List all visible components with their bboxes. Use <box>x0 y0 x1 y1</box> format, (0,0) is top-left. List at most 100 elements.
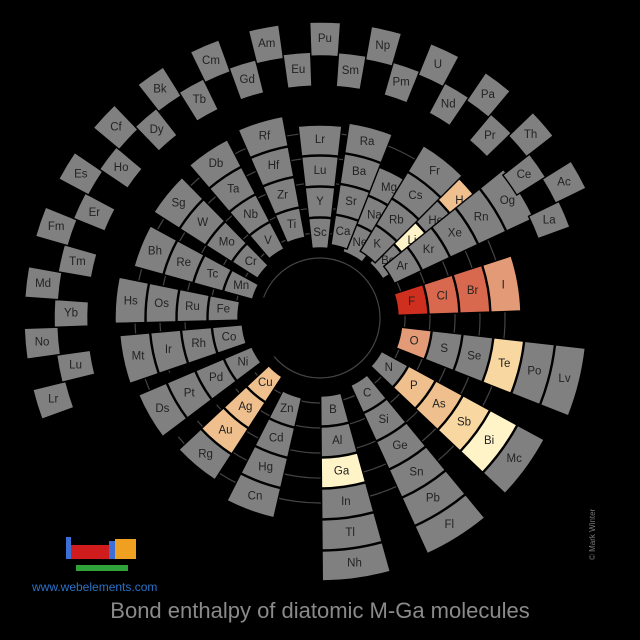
element-symbol: Kr <box>423 244 435 256</box>
element-symbol: Nb <box>243 209 258 221</box>
element-cell-bk: Bk <box>136 66 183 113</box>
element-symbol: Si <box>378 414 388 426</box>
element-cell-mn: Mn <box>222 269 260 301</box>
element-symbol: O <box>410 335 419 347</box>
element-symbol: Bh <box>148 245 162 257</box>
element-symbol: Hf <box>268 160 280 172</box>
element-symbol: Bi <box>484 435 494 447</box>
element-cell-shape <box>362 398 407 442</box>
element-symbol: Er <box>89 207 101 219</box>
element-cell-br: Br <box>452 264 491 314</box>
element-cell-shape <box>248 221 285 260</box>
element-cell-shape <box>149 329 189 375</box>
element-symbol: Tb <box>193 94 206 106</box>
element-cell-fm: Fm <box>34 206 78 247</box>
element-cell-shape <box>304 186 336 219</box>
credit-text: © Mark Winter <box>588 508 597 560</box>
element-cell-cl: Cl <box>422 274 460 315</box>
element-symbol: Ra <box>360 136 375 148</box>
element-cell-shape <box>459 409 518 474</box>
element-cell-shape <box>395 326 433 360</box>
element-symbol: Sc <box>313 227 327 239</box>
element-symbol: Mo <box>219 236 235 248</box>
element-cell-bi: Bi <box>459 409 518 474</box>
spiral-guide-line <box>263 257 381 379</box>
element-cell-shape <box>427 82 470 127</box>
element-cell-np: Np <box>364 25 403 68</box>
element-cell-cs: Cs <box>391 171 442 220</box>
element-symbol: Br <box>467 285 479 297</box>
element-cell-sg: Sg <box>152 176 204 230</box>
element-cell-cr: Cr <box>231 242 270 280</box>
element-cell-shape <box>240 445 289 489</box>
element-cell-ac: Ac <box>541 160 587 205</box>
element-cell-shape <box>205 220 248 263</box>
element-symbol: Pb <box>426 493 440 505</box>
element-symbol: Pt <box>184 388 196 400</box>
element-cell-shape <box>321 541 392 582</box>
element-cell-fl: Fl <box>414 493 486 555</box>
element-cell-md: Md <box>23 265 63 301</box>
element-cell-th: Th <box>507 111 555 158</box>
element-cell-rb: Rb <box>375 197 420 242</box>
element-cell-am: Am <box>247 24 285 65</box>
element-cell-p: P <box>392 365 437 410</box>
element-symbol: Pu <box>318 33 332 45</box>
element-symbol: Sg <box>172 197 186 209</box>
element-cell-kr: Kr <box>406 227 451 272</box>
element-cell-shape <box>300 155 340 188</box>
element-cell-ho: Ho <box>98 146 144 190</box>
element-cell-shape <box>406 227 451 272</box>
element-cell-shape <box>430 207 479 259</box>
element-symbol: H <box>455 195 463 207</box>
element-symbol: Lu <box>314 165 327 177</box>
element-cell-zn: Zn <box>268 390 303 428</box>
element-symbol: Rb <box>389 214 404 226</box>
element-symbol: Al <box>332 435 342 447</box>
element-cell-shape <box>437 394 491 452</box>
element-symbol: Rg <box>198 448 213 460</box>
element-symbol: P <box>410 380 418 392</box>
element-cell-ba: Ba <box>339 153 382 193</box>
element-symbol: I <box>502 280 505 292</box>
element-cell-shape <box>145 282 180 324</box>
element-cell-shape <box>391 171 442 220</box>
element-symbol: Nd <box>441 99 456 111</box>
element-cell-nh: Nh <box>321 541 392 582</box>
element-cell-co: Co <box>211 324 248 355</box>
element-cell-os: Os <box>145 282 180 324</box>
webelements-logo <box>66 535 138 575</box>
element-cell-tl: Tl <box>321 511 383 551</box>
element-symbol: Ba <box>352 166 367 178</box>
element-cell-shape <box>392 365 437 410</box>
element-cell-sc: Sc <box>307 217 333 250</box>
element-symbol: B <box>329 404 337 416</box>
website-link[interactable]: www.webelements.com <box>32 580 158 594</box>
element-cell-ds: Ds <box>137 382 188 438</box>
element-symbol: Re <box>176 257 191 269</box>
element-symbol: Th <box>524 129 537 141</box>
element-cell-tm: Tm <box>57 243 98 279</box>
element-symbol: No <box>35 336 50 348</box>
element-cell-shape <box>180 326 218 365</box>
element-cell-rf: Rf <box>237 115 289 159</box>
element-cell-ga: Ga <box>320 452 367 489</box>
element-symbol: Fr <box>429 165 440 177</box>
element-symbol: Db <box>209 158 224 170</box>
element-cell-shape <box>334 183 371 222</box>
element-symbol: Mg <box>381 182 397 194</box>
element-cell-shape <box>539 344 587 417</box>
element-symbol: K <box>373 239 381 251</box>
element-cell-y: Y <box>304 186 336 219</box>
element-symbol: F <box>408 296 415 308</box>
element-cell-shape <box>320 452 367 489</box>
element-cell-as: As <box>414 380 464 431</box>
element-cell-shape <box>152 176 204 230</box>
element-cell-db: Db <box>188 138 242 189</box>
element-cell-lu: Lu <box>55 349 96 384</box>
element-cell-cm: Cm <box>189 38 232 84</box>
element-cell-hs: Hs <box>114 276 150 325</box>
element-symbol: Sr <box>345 196 357 208</box>
element-symbol: Tm <box>69 256 86 268</box>
element-cell-es: Es <box>57 151 104 196</box>
